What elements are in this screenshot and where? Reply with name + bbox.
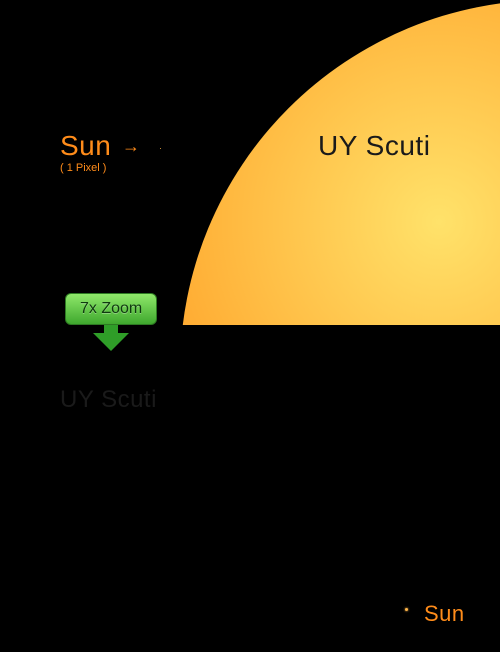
sun-pixel [160,148,161,149]
arrow-right-icon: → [122,137,140,155]
uy-scuti-star-bottom [0,326,340,652]
sun-dot [405,608,408,611]
uy-scuti-label-bottom: UY Scuti [60,386,157,414]
bottom-panel: UY Scuti Sun [0,326,500,652]
sun-sublabel: ( 1 Pixel ) [60,162,106,174]
zoom-callout: 7x Zoom [65,293,157,351]
sun-label-top: Sun [60,130,111,162]
sun-label-bottom: Sun [424,601,465,627]
uy-scuti-star-top [180,0,500,326]
zoom-arrow-down-icon [93,333,129,351]
uy-scuti-label-top: UY Scuti [318,130,430,162]
zoom-label: 7x Zoom [65,293,157,325]
top-panel: UY Scuti Sun ( 1 Pixel ) → [0,0,500,326]
